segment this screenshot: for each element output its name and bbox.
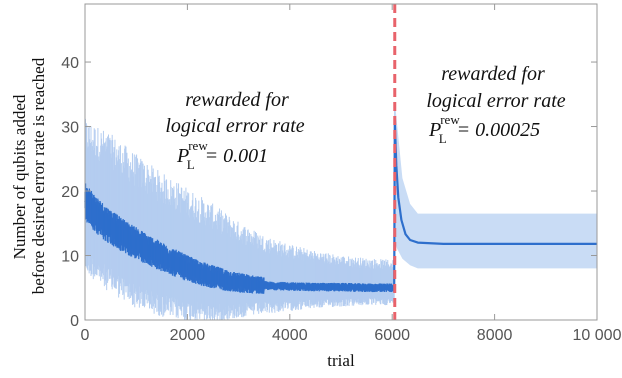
x-tick-label: 2000 [170,327,206,344]
y-axis-label-line-2: before desired error rate is reached [29,57,48,294]
x-tick-label: 0 [81,327,90,344]
annotation-2-formula-p: P [428,119,441,141]
annotation-1-line-1: rewarded for [185,89,289,111]
annotation-2-formula: Prew L = 0.00025 [428,112,540,146]
annotation-2-formula-value: = 0.00025 [457,119,541,141]
annotation-1-formula-value: = 0.001 [205,145,269,167]
annotation-1-formula-sup: rew [188,138,208,153]
x-tick-label: 10 000 [573,327,622,344]
annotation-2-formula-sub: L [439,131,447,146]
mean-jitter [84,183,396,294]
annotation-2-formula-sup: rew [440,112,460,127]
x-tick-label: 8000 [477,327,513,344]
plot-frame [84,3,598,321]
x-tick-label: 4000 [272,327,308,344]
x-tick-label: 6000 [374,327,410,344]
axis-ticks: 0 2000 4000 6000 8000 10 000 0 10 20 30 40 [61,4,622,344]
annotation-2-line-1: rewarded for [441,63,545,85]
annotation-1-formula-p: P [176,145,189,167]
annotation-1-formula-sub: L [187,157,195,172]
y-tick-label: 30 [61,120,79,137]
y-tick-label: 10 [61,249,79,266]
y-tick-label: 20 [61,184,79,201]
annotation-1-formula: Prew L = 0.001 [176,138,268,172]
annotation-1-line-2: logical error rate [165,115,304,137]
y-axis-label-line-1: Number of qubits added [10,94,29,259]
x-axis-label: trial [327,351,355,370]
y-tick-label: 0 [70,313,79,330]
y-tick-label: 40 [61,55,79,72]
annotation-2-line-2: logical error rate [426,90,565,112]
